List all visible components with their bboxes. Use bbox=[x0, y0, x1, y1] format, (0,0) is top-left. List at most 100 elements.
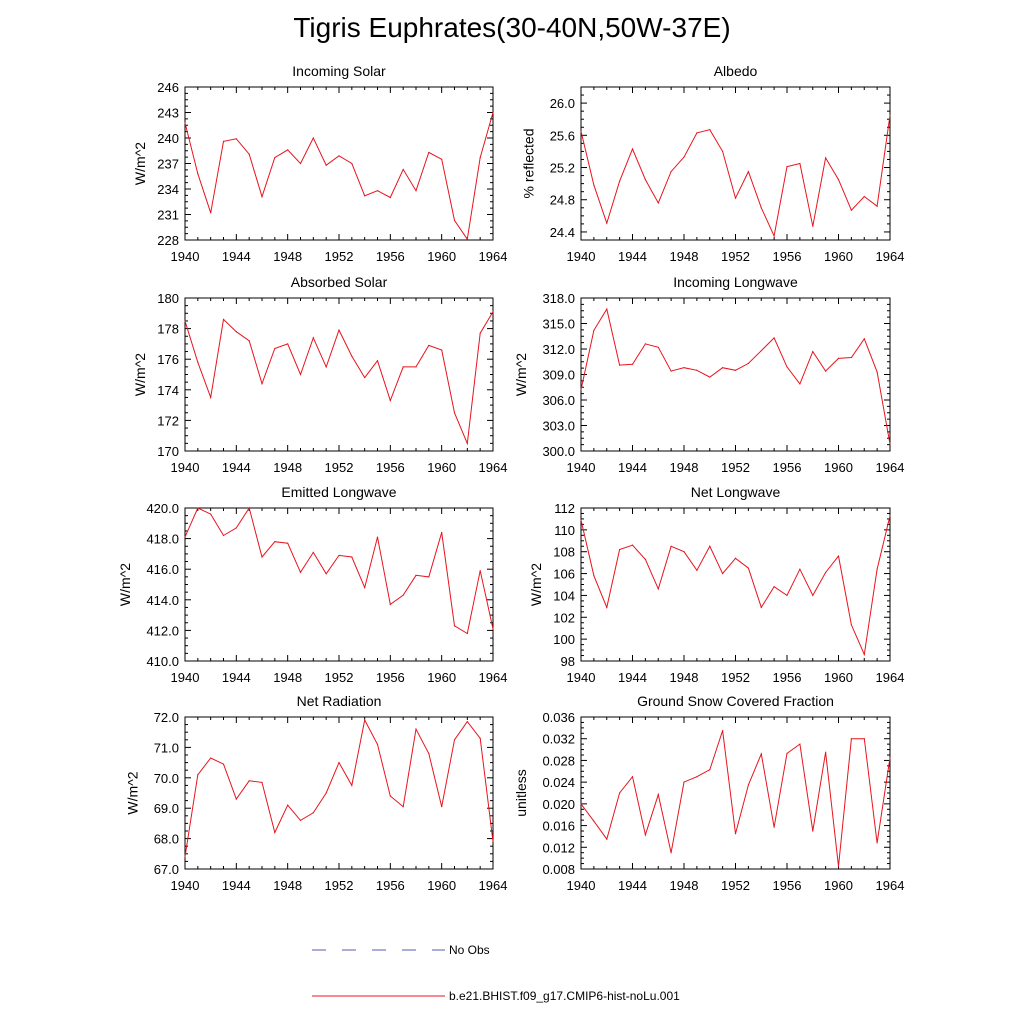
plot-frame bbox=[580, 716, 891, 870]
panel-6: 1940 1944 1948 1952 1956 1960 1964 98 100 102 104 1… bbox=[528, 484, 905, 685]
data-point bbox=[799, 568, 801, 570]
data-point bbox=[325, 573, 327, 575]
y-tick-label: 68.0 bbox=[154, 832, 179, 847]
data-point bbox=[760, 753, 762, 755]
data-point bbox=[747, 567, 749, 569]
x-tick-label: 1944 bbox=[222, 460, 251, 475]
x-tick-label: 1948 bbox=[273, 249, 302, 264]
data-point bbox=[389, 399, 391, 402]
data-point bbox=[799, 383, 801, 385]
panel-title: Incoming Solar bbox=[292, 63, 386, 79]
x-tick-label: 1948 bbox=[670, 460, 699, 475]
data-point bbox=[351, 784, 353, 787]
data-point bbox=[222, 140, 225, 142]
data-point bbox=[825, 751, 827, 753]
data-point bbox=[210, 396, 212, 399]
data-point bbox=[338, 329, 340, 331]
x-tick-label: 1964 bbox=[876, 878, 905, 893]
x-tick-label: 1940 bbox=[567, 670, 596, 685]
data-point bbox=[364, 195, 366, 197]
data-point bbox=[683, 551, 685, 553]
data-point bbox=[261, 196, 263, 198]
data-point bbox=[274, 831, 276, 834]
y-tick-label: 416.0 bbox=[146, 562, 179, 577]
y-tick-label: 0.016 bbox=[542, 819, 575, 834]
x-tick-label: 1964 bbox=[479, 670, 508, 685]
y-tick-label: 26.0 bbox=[550, 96, 575, 111]
data-point bbox=[364, 586, 366, 589]
y-axis-label: W/m^2 bbox=[124, 771, 140, 814]
data-point bbox=[619, 364, 621, 366]
x-tick-label: 1944 bbox=[222, 249, 251, 264]
data-point bbox=[760, 606, 762, 609]
data-point bbox=[441, 531, 443, 534]
data-point bbox=[734, 557, 737, 559]
data-point bbox=[428, 151, 430, 154]
x-tick-label: 1964 bbox=[876, 460, 905, 475]
data-point bbox=[312, 551, 314, 553]
data-point bbox=[235, 331, 237, 333]
data-point bbox=[606, 308, 608, 310]
data-point bbox=[889, 443, 891, 445]
panel-title: Net Longwave bbox=[691, 484, 781, 500]
y-tick-label: 303.0 bbox=[542, 419, 575, 434]
data-point bbox=[299, 162, 302, 165]
data-point bbox=[453, 219, 456, 222]
data-point bbox=[389, 603, 391, 605]
data-point bbox=[825, 370, 827, 372]
plot-frame bbox=[184, 86, 494, 241]
data-point bbox=[644, 558, 646, 560]
data-point bbox=[825, 157, 827, 159]
x-tick-label: 1940 bbox=[171, 878, 200, 893]
data-point bbox=[428, 752, 430, 755]
data-point bbox=[709, 129, 711, 131]
y-tick-label: 104 bbox=[553, 588, 575, 603]
data-point bbox=[479, 156, 481, 159]
data-point bbox=[850, 356, 852, 359]
y-tick-label: 24.4 bbox=[550, 225, 575, 240]
y-tick-label: 418.0 bbox=[146, 532, 179, 547]
x-tick-label: 1948 bbox=[273, 670, 302, 685]
y-tick-label: 0.020 bbox=[542, 797, 575, 812]
panel-3: 1940 1944 1948 1952 1956 1960 1964 170 172 174 176… bbox=[132, 274, 508, 475]
data-point bbox=[312, 137, 314, 139]
data-point bbox=[197, 507, 199, 509]
data-point bbox=[696, 569, 698, 571]
data-point bbox=[644, 343, 646, 345]
data-point bbox=[734, 369, 737, 371]
data-point bbox=[722, 150, 724, 153]
data-point bbox=[670, 370, 672, 372]
x-tick-label: 1952 bbox=[325, 878, 354, 893]
data-point bbox=[325, 792, 327, 794]
data-point bbox=[837, 357, 840, 359]
data-point bbox=[428, 344, 430, 347]
y-tick-label: 309.0 bbox=[542, 368, 575, 383]
data-point bbox=[479, 570, 481, 572]
data-point bbox=[248, 153, 250, 155]
x-tick-label: 1948 bbox=[670, 878, 699, 893]
data-point bbox=[631, 544, 634, 546]
data-point bbox=[338, 155, 340, 157]
y-tick-label: 25.6 bbox=[550, 128, 575, 143]
data-point bbox=[799, 162, 801, 165]
x-tick-label: 1952 bbox=[325, 249, 354, 264]
data-point bbox=[287, 542, 289, 544]
x-tick-label: 1960 bbox=[427, 249, 456, 264]
data-point bbox=[773, 235, 775, 237]
x-tick-label: 1964 bbox=[479, 878, 508, 893]
panel-1: 1940 1944 1948 1952 1956 1960 1964 228 231 234 237… bbox=[132, 63, 508, 264]
data-point bbox=[580, 803, 582, 805]
data-point bbox=[338, 554, 340, 557]
data-point bbox=[287, 343, 289, 345]
panel-title: Incoming Longwave bbox=[673, 274, 798, 290]
data-point bbox=[683, 156, 685, 158]
y-tick-label: 178 bbox=[157, 322, 179, 337]
panel-8: 1940 1944 1948 1952 1956 1960 1964 0.008 0.012 0.… bbox=[513, 693, 904, 893]
data-point bbox=[606, 606, 608, 609]
data-point bbox=[580, 389, 582, 391]
data-point bbox=[709, 376, 711, 378]
y-tick-label: 98 bbox=[561, 654, 575, 669]
data-point bbox=[863, 195, 865, 198]
data-point bbox=[415, 366, 417, 368]
y-tick-label: 72.0 bbox=[154, 710, 179, 725]
